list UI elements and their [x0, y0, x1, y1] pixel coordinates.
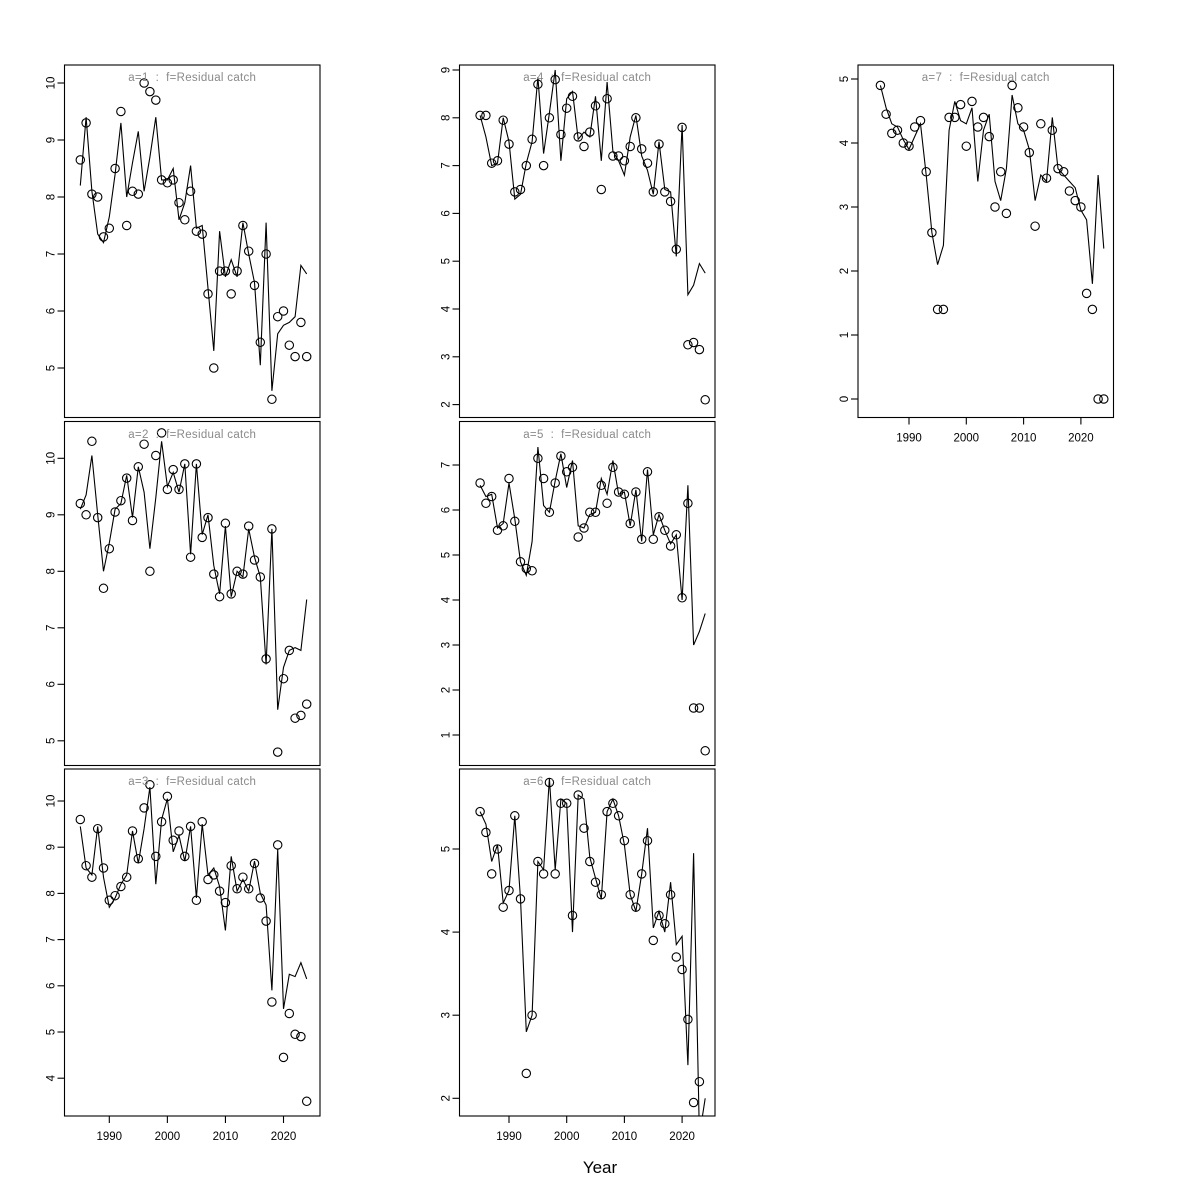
- svg-text:8: 8: [441, 115, 453, 121]
- svg-text:3: 3: [839, 204, 851, 210]
- svg-text:9: 9: [46, 137, 58, 143]
- panel-a3-border: [63, 768, 321, 1117]
- svg-text:3: 3: [441, 642, 453, 648]
- panel-a7: 0 1 2 3 4 5 1990 2000 2010 2020: [839, 64, 1115, 445]
- panel-a1-border: [63, 64, 321, 419]
- svg-text:5: 5: [46, 1029, 58, 1035]
- panel-a5: 1 2 3 4 5 6 7: [441, 420, 716, 767]
- svg-text:4: 4: [441, 596, 453, 603]
- svg-text:2000: 2000: [554, 1131, 580, 1143]
- svg-text:1990: 1990: [496, 1131, 522, 1143]
- panel-a6-border: [458, 768, 716, 1117]
- svg-text:1990: 1990: [896, 433, 922, 445]
- panel-a3-y-axis: 4 5 6 7 8 9 10: [46, 795, 65, 1081]
- svg-text:2010: 2010: [213, 1131, 239, 1143]
- svg-text:6: 6: [441, 507, 453, 513]
- svg-text:2010: 2010: [1011, 433, 1037, 445]
- panel-a3: 4 5 6 7 8 9 10 1990 2000 2010 2020: [46, 768, 321, 1143]
- panel-a3-fit-line: [79, 787, 308, 1009]
- x-axis-label: Year: [582, 1158, 618, 1177]
- svg-text:3: 3: [441, 1012, 453, 1018]
- panel-a7-y-axis: 0 1 2 3 4 5: [839, 76, 858, 402]
- svg-text:4: 4: [441, 928, 453, 935]
- svg-text:9: 9: [441, 67, 453, 73]
- panel-a4-border: [458, 64, 716, 419]
- svg-text:10: 10: [46, 795, 58, 808]
- panel-a2-y-axis: 5 6 7 8 9 10: [46, 452, 65, 744]
- svg-text:8: 8: [46, 194, 58, 200]
- svg-text:10: 10: [46, 452, 58, 465]
- panel-a1-obs-points: [75, 78, 312, 405]
- svg-text:1990: 1990: [97, 1131, 123, 1143]
- svg-text:2: 2: [839, 268, 851, 274]
- svg-text:10: 10: [46, 77, 58, 90]
- svg-text:4: 4: [46, 1074, 58, 1081]
- svg-text:9: 9: [46, 512, 58, 518]
- panel-a1-fit-line: [79, 117, 308, 391]
- panel-a7-border: [857, 64, 1115, 419]
- svg-text:7: 7: [46, 936, 58, 942]
- svg-text:2020: 2020: [669, 1131, 695, 1143]
- svg-text:5: 5: [441, 846, 453, 852]
- panel-a3-x-axis: 1990 2000 2010 2020: [97, 1116, 297, 1143]
- panel-a3-obs-points: [75, 780, 312, 1107]
- svg-text:9: 9: [46, 844, 58, 850]
- panel-a2-fit-line: [79, 441, 308, 710]
- svg-text:5: 5: [839, 76, 851, 82]
- svg-text:4: 4: [839, 139, 851, 146]
- svg-text:2020: 2020: [1068, 433, 1094, 445]
- panel-a6: 2 3 4 5 1990 2000 2010 2020: [441, 768, 716, 1143]
- panel-a4-y-axis: 2 3 4 5 6 7 8 9: [441, 67, 460, 408]
- panel-a4-fit-line: [479, 69, 706, 297]
- svg-text:7: 7: [46, 251, 58, 257]
- svg-text:6: 6: [441, 210, 453, 216]
- svg-text:2020: 2020: [271, 1131, 297, 1143]
- svg-text:2000: 2000: [155, 1131, 181, 1143]
- svg-text:6: 6: [46, 308, 58, 314]
- panel-a5-border: [458, 420, 716, 767]
- svg-text:5: 5: [46, 365, 58, 371]
- panel-a4-obs-points: [475, 74, 710, 405]
- panel-a2-obs-points: [75, 428, 312, 757]
- panel-a2-border: [63, 420, 321, 767]
- panel-a7-fit-line: [879, 85, 1105, 284]
- panel-a5-obs-points: [475, 451, 710, 756]
- panel-a6-fit-line: [479, 778, 706, 1116]
- svg-text:2: 2: [441, 401, 453, 407]
- svg-text:0: 0: [839, 396, 851, 402]
- svg-text:7: 7: [46, 625, 58, 631]
- panel-a1: 5 6 7 8 9 10: [46, 64, 321, 419]
- svg-text:2: 2: [441, 1095, 453, 1101]
- svg-text:7: 7: [441, 162, 453, 168]
- svg-text:1: 1: [441, 732, 453, 738]
- panel-a5-y-axis: 1 2 3 4 5 6 7: [441, 462, 460, 738]
- svg-text:2000: 2000: [954, 433, 980, 445]
- panel-a7-obs-points: [875, 80, 1109, 404]
- panel-a5-fit-line: [479, 446, 706, 646]
- svg-text:5: 5: [441, 552, 453, 558]
- svg-text:7: 7: [441, 462, 453, 468]
- panel-a1-y-axis: 5 6 7 8 9 10: [46, 77, 65, 371]
- panel-a2: 5 6 7 8 9 10: [46, 420, 321, 767]
- panel-a6-y-axis: 2 3 4 5: [441, 846, 460, 1102]
- svg-text:5: 5: [441, 258, 453, 264]
- svg-text:2010: 2010: [612, 1131, 638, 1143]
- svg-text:8: 8: [46, 890, 58, 896]
- svg-text:3: 3: [441, 354, 453, 360]
- svg-text:1: 1: [839, 332, 851, 338]
- svg-text:5: 5: [46, 738, 58, 744]
- svg-text:8: 8: [46, 568, 58, 574]
- panel-a6-x-axis: 1990 2000 2010 2020: [496, 1116, 695, 1143]
- panel-a4: 2 3 4 5 6 7 8 9: [441, 64, 716, 419]
- svg-text:2: 2: [441, 687, 453, 693]
- svg-text:6: 6: [46, 681, 58, 687]
- panel-a7-x-axis: 1990 2000 2010 2020: [896, 417, 1094, 445]
- svg-text:4: 4: [441, 305, 453, 312]
- panel-a6-obs-points: [475, 777, 705, 1108]
- svg-text:6: 6: [46, 983, 58, 989]
